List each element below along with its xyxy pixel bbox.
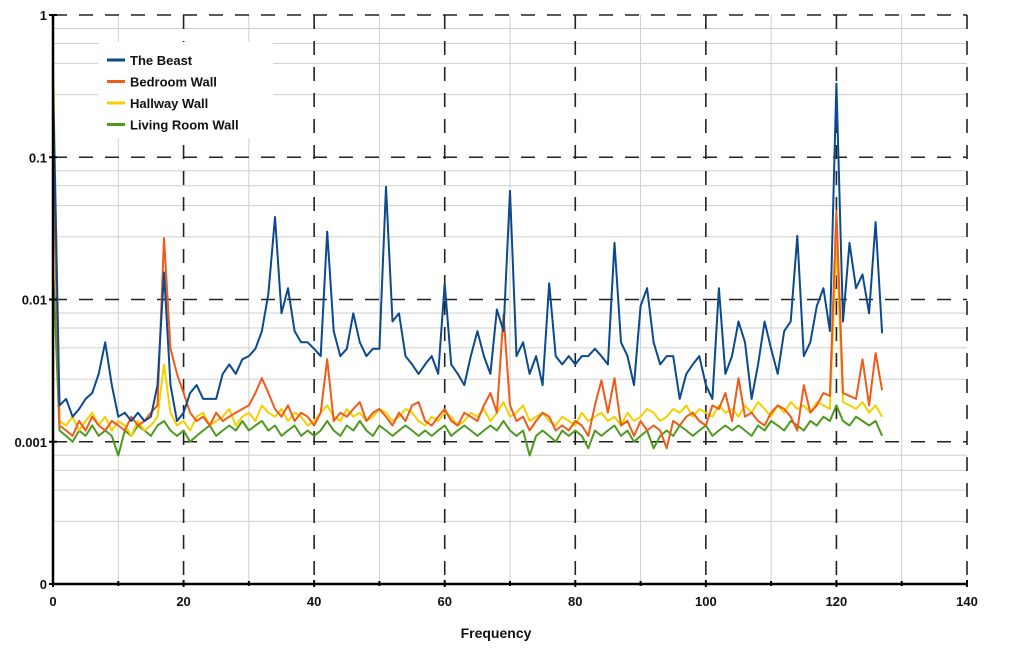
legend-label: Living Room Wall: [130, 118, 239, 133]
y-tick-label: 1: [40, 8, 47, 23]
series-group: [52, 57, 884, 457]
x-tick-label: 120: [826, 594, 848, 609]
x-tick-label: 60: [437, 594, 451, 609]
series-line-living-room-wall: [52, 263, 884, 457]
x-axis-label: Frequency: [461, 625, 532, 641]
y-tick-label: 0.01: [22, 293, 47, 308]
x-tick-label: 140: [956, 594, 978, 609]
x-tick-label: 100: [695, 594, 717, 609]
legend-label: Bedroom Wall: [130, 75, 217, 90]
y-tick-label: 0: [40, 577, 47, 592]
x-tick-label: 20: [176, 594, 190, 609]
series-line-the-beast: [52, 79, 884, 422]
legend-background: [98, 42, 273, 138]
x-tick-label: 80: [568, 594, 582, 609]
legend-label: Hallway Wall: [130, 96, 208, 111]
x-tick-label: 0: [49, 594, 56, 609]
y-tick-label: 0.1: [29, 150, 47, 165]
x-tick-label: 40: [307, 594, 321, 609]
axes: 0 20 40 60 80 100 120 140 1 0.1 0.01 0.001 0: [14, 8, 977, 609]
series-line-bedroom-wall: [52, 145, 884, 450]
legend-label: The Beast: [130, 53, 193, 68]
y-tick-label: 0.001: [14, 435, 47, 450]
legend: The Beast Bedroom Wall Hallway Wall Living …: [98, 42, 273, 138]
